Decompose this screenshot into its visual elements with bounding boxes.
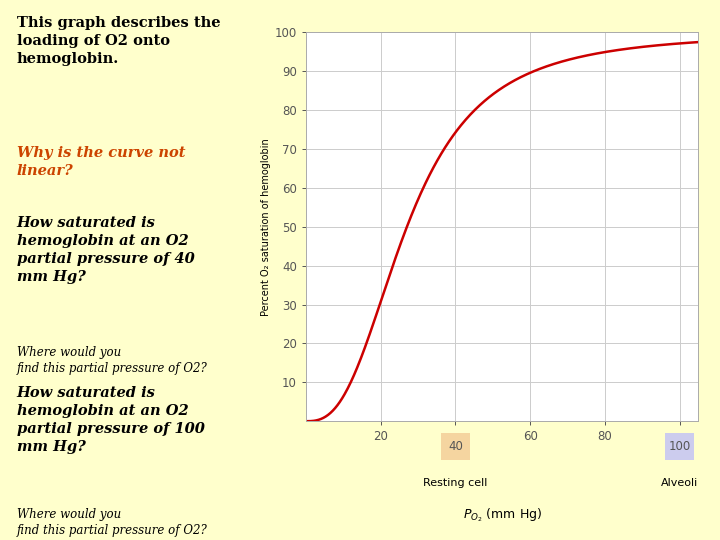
Text: $P_{O_2}$ (mm Hg): $P_{O_2}$ (mm Hg) <box>462 507 542 524</box>
Text: Where would you
find this partial pressure of O2?: Where would you find this partial pressu… <box>17 346 207 375</box>
Text: This graph describes the
loading of O2 onto
hemoglobin.: This graph describes the loading of O2 o… <box>17 16 220 66</box>
Text: 40: 40 <box>448 440 463 453</box>
Text: Resting cell: Resting cell <box>423 477 487 488</box>
Text: Alveoli: Alveoli <box>661 477 698 488</box>
FancyBboxPatch shape <box>441 433 470 460</box>
Text: 100: 100 <box>669 440 690 453</box>
Y-axis label: Percent O₂ saturation of hemoglobin: Percent O₂ saturation of hemoglobin <box>261 138 271 316</box>
Text: Why is the curve not
linear?: Why is the curve not linear? <box>17 146 185 178</box>
Text: Where would you
find this partial pressure of O2?: Where would you find this partial pressu… <box>17 508 207 537</box>
Text: How saturated is
hemoglobin at an O2
partial pressure of 100
mm Hg?: How saturated is hemoglobin at an O2 par… <box>17 386 204 454</box>
Text: How saturated is
hemoglobin at an O2
partial pressure of 40
mm Hg?: How saturated is hemoglobin at an O2 par… <box>17 216 194 284</box>
FancyBboxPatch shape <box>665 433 694 460</box>
